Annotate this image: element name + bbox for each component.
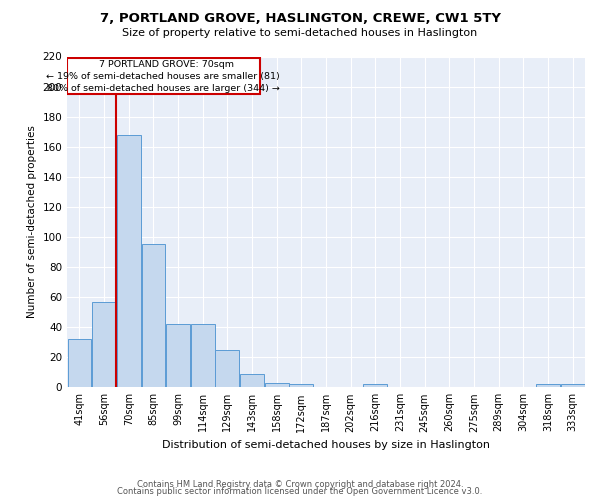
Text: 7, PORTLAND GROVE, HASLINGTON, CREWE, CW1 5TY: 7, PORTLAND GROVE, HASLINGTON, CREWE, CW…	[100, 12, 500, 26]
Y-axis label: Number of semi-detached properties: Number of semi-detached properties	[27, 126, 37, 318]
Text: Size of property relative to semi-detached houses in Haslington: Size of property relative to semi-detach…	[122, 28, 478, 38]
Text: Contains public sector information licensed under the Open Government Licence v3: Contains public sector information licen…	[118, 487, 482, 496]
Bar	[364, 384, 388, 388]
Bar	[561, 384, 584, 388]
Text: 7 PORTLAND GROVE: 70sqm: 7 PORTLAND GROVE: 70sqm	[93, 60, 234, 68]
Bar	[92, 302, 116, 388]
Text: 80% of semi-detached houses are larger (344) →: 80% of semi-detached houses are larger (…	[47, 84, 280, 92]
Bar	[215, 350, 239, 388]
Bar	[191, 324, 215, 388]
Bar	[265, 383, 289, 388]
Text: ← 19% of semi-detached houses are smaller (81): ← 19% of semi-detached houses are smalle…	[46, 72, 280, 80]
Bar	[166, 324, 190, 388]
Bar	[142, 244, 166, 388]
Bar	[117, 134, 141, 388]
Text: Contains HM Land Registry data © Crown copyright and database right 2024.: Contains HM Land Registry data © Crown c…	[137, 480, 463, 489]
Bar	[68, 339, 91, 388]
Bar	[67, 58, 260, 94]
X-axis label: Distribution of semi-detached houses by size in Haslington: Distribution of semi-detached houses by …	[162, 440, 490, 450]
Bar	[240, 374, 264, 388]
Bar	[289, 384, 313, 388]
Bar	[536, 384, 560, 388]
